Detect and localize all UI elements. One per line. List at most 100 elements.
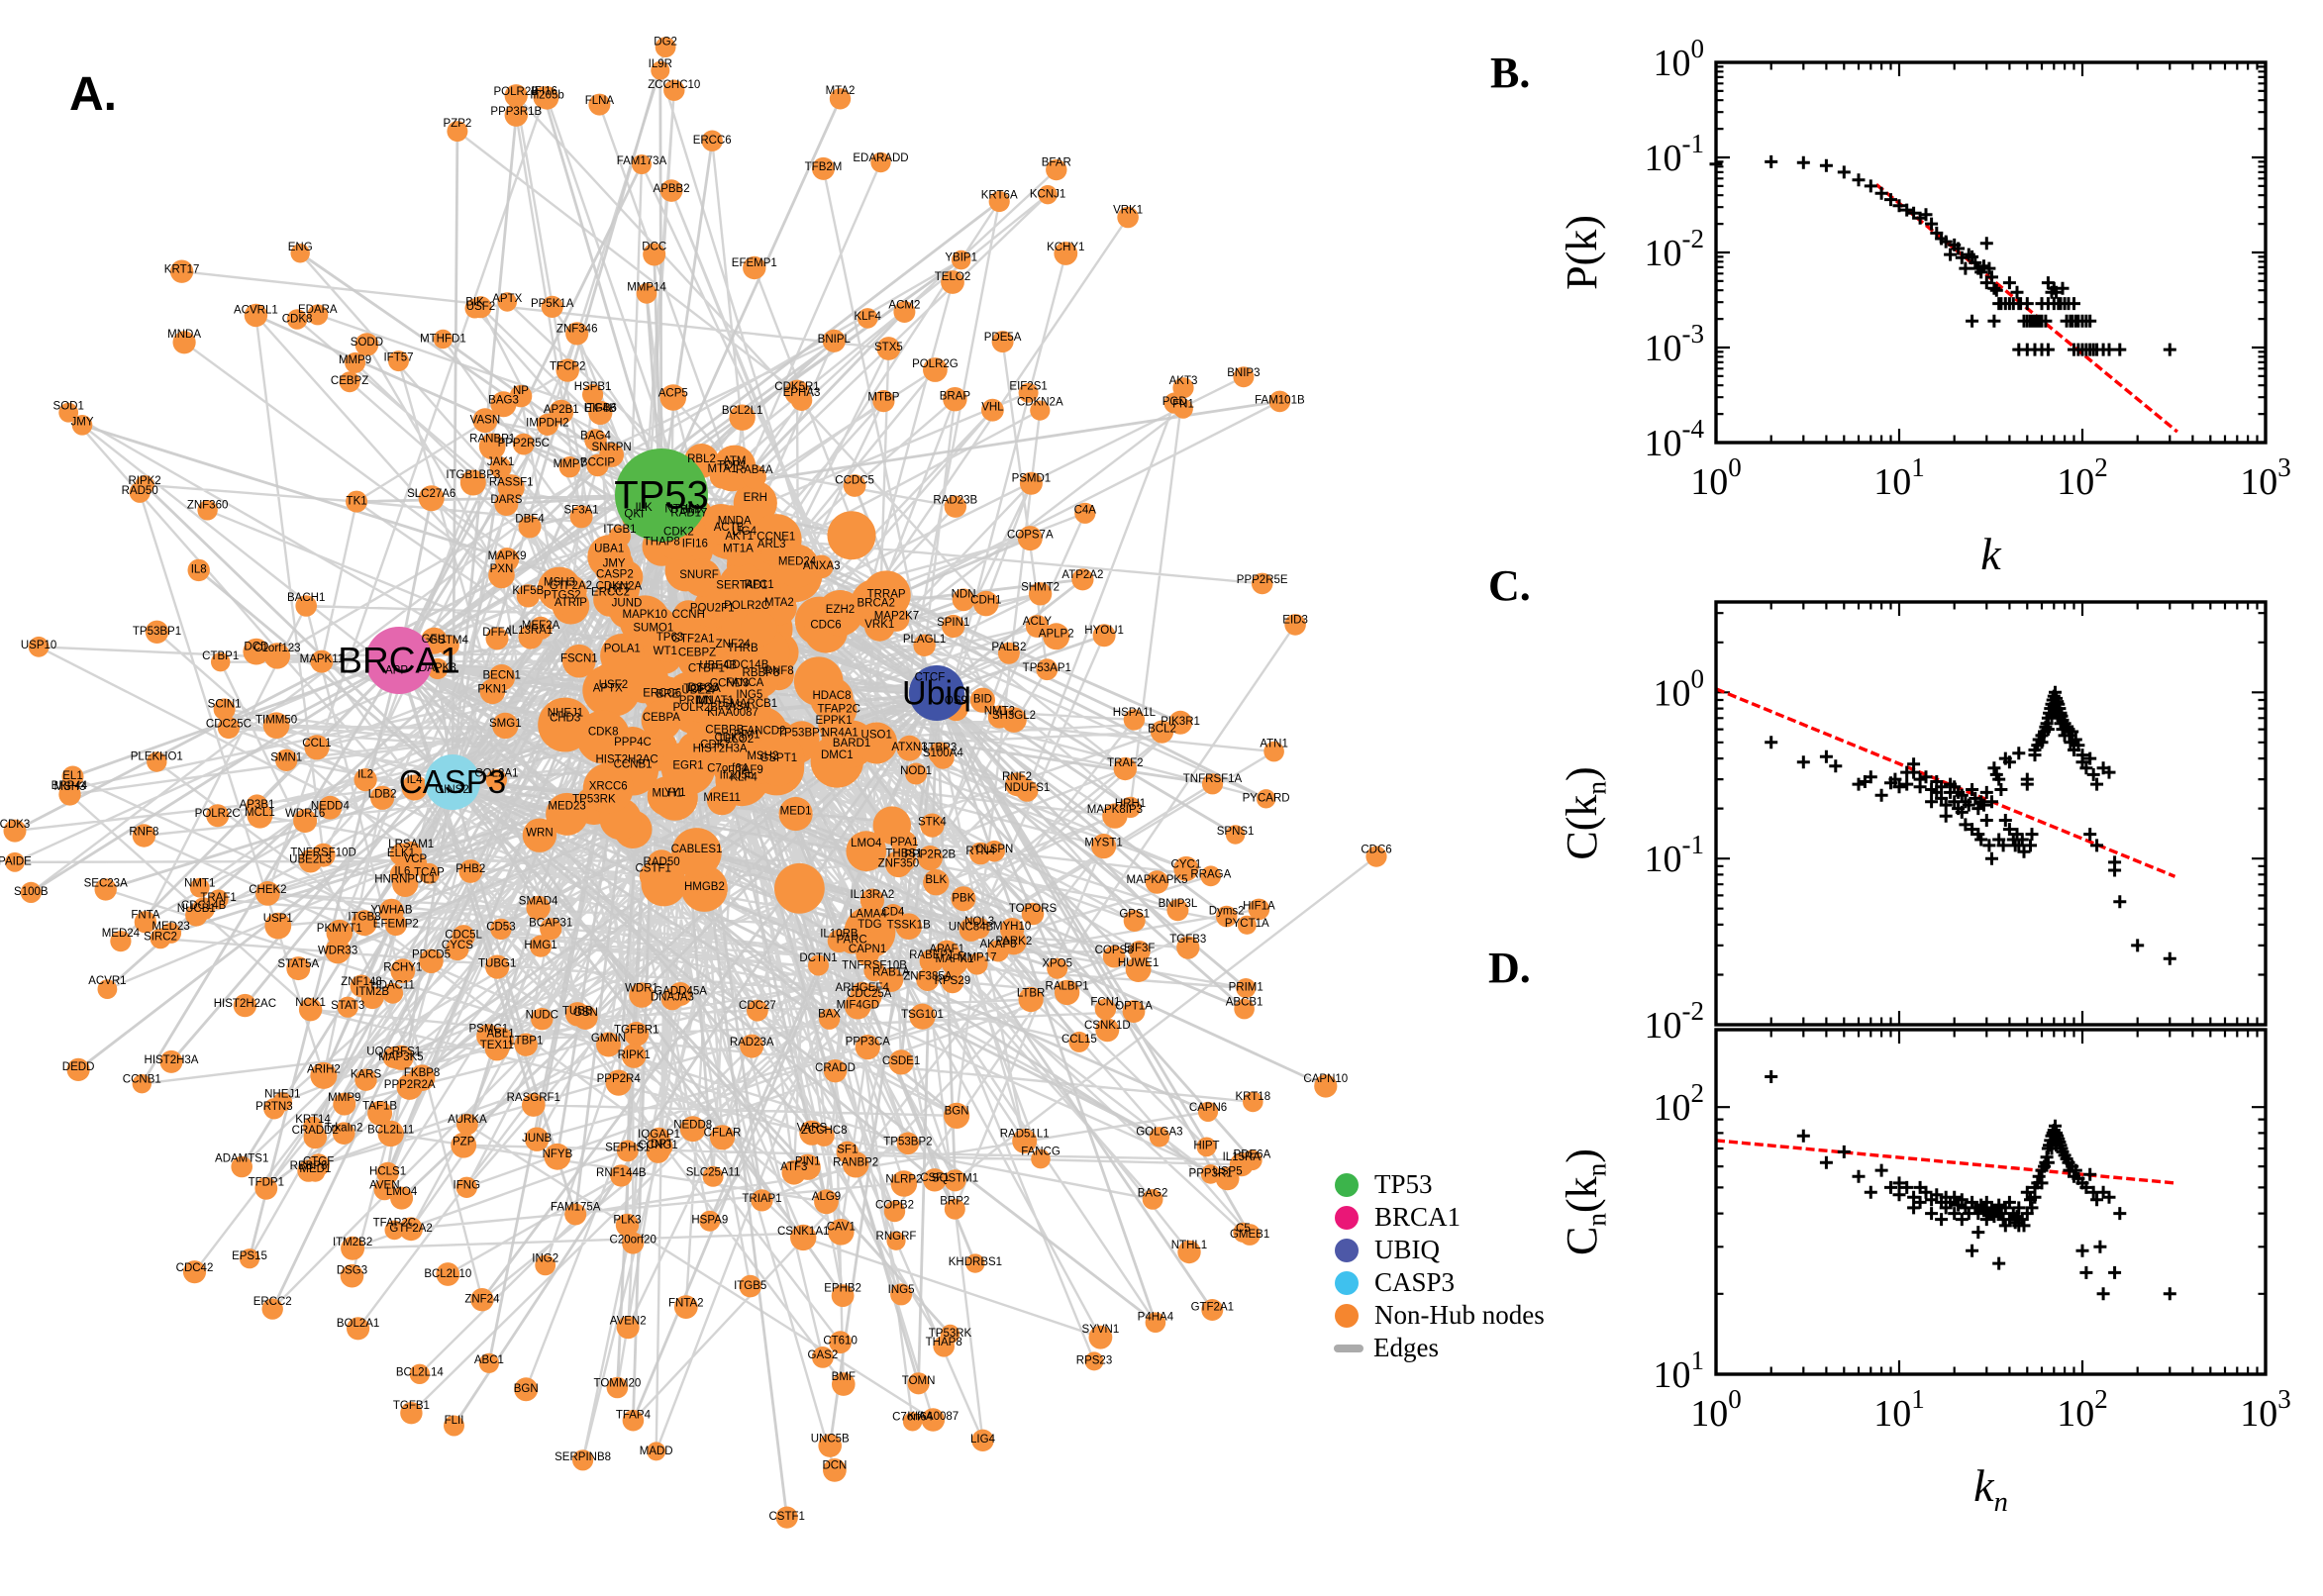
gene-label: LTBR	[1017, 987, 1046, 999]
network-node	[469, 296, 492, 319]
network-node	[701, 130, 723, 151]
gene-label: USP1	[263, 913, 293, 925]
network-node	[541, 295, 563, 318]
gene-label: PDE5A	[984, 332, 1022, 344]
gene-label: APTX	[593, 682, 623, 694]
network-node	[304, 735, 330, 760]
gene-label: TP63	[656, 632, 684, 644]
network-node	[608, 525, 631, 548]
network-node	[384, 1220, 405, 1241]
network-node	[1256, 789, 1276, 809]
gene-label: MYST1	[1084, 837, 1122, 848]
network-node	[538, 697, 592, 752]
gene-label: FCN1	[1090, 996, 1120, 1008]
gene-label: TAF9	[737, 764, 763, 776]
gene-label: EFEMP1	[732, 257, 777, 269]
gene-label: CHD3	[550, 713, 580, 725]
gene-label: LIG4	[970, 1434, 996, 1446]
network-node	[832, 1372, 856, 1396]
gene-label: CDC6	[810, 620, 841, 632]
gene-label: ACVR1	[88, 975, 126, 987]
y-axis-title: C(kn)	[1558, 766, 1612, 859]
network-node	[370, 785, 395, 810]
gene-label: BRE	[656, 689, 680, 701]
network-node	[905, 762, 928, 785]
network-node-labels: TP53RK KIAA0087 THAP8 CDC14B DSG3 NTHL1 CEBPZ V…	[0, 37, 1392, 1524]
gene-label: ITGB8	[348, 912, 380, 924]
gene-label: CDC6	[1361, 845, 1391, 856]
network-node	[1365, 846, 1387, 867]
network-node	[1019, 471, 1043, 495]
network-node	[641, 700, 682, 741]
network-nodes	[3, 37, 1387, 1529]
gene-label: CSNK1D	[1084, 1020, 1131, 1032]
gene-label: UQCRFS1	[366, 1047, 421, 1058]
network-node	[895, 913, 922, 940]
network-node	[497, 292, 517, 312]
network-node	[663, 79, 685, 101]
network-node	[189, 877, 210, 898]
gene-label: FLNA	[585, 95, 615, 107]
network-node	[540, 918, 562, 941]
network-node	[132, 1074, 152, 1094]
network-node	[983, 840, 1005, 862]
gene-label: MMP14	[627, 281, 666, 293]
network-node	[489, 456, 512, 479]
network-node	[733, 481, 777, 526]
gene-label: NFYB	[543, 1148, 573, 1160]
gene-label: TOP2A	[683, 683, 721, 695]
legend-item-label: Edges	[1373, 1333, 1439, 1362]
gene-label: HMGB2	[684, 881, 725, 893]
gene-label: IL10RB	[820, 928, 858, 940]
network-node	[3, 819, 27, 843]
network-node	[1200, 1164, 1221, 1184]
network-node	[616, 1316, 640, 1340]
gene-label: NOL3	[964, 916, 994, 928]
network-node	[808, 954, 829, 976]
network-node	[923, 1168, 947, 1192]
ubiq-dot-icon	[1335, 1238, 1359, 1262]
axis-ticks	[1714, 602, 2268, 1027]
network-node	[518, 515, 542, 539]
gene-label: PLK3	[613, 1215, 641, 1227]
network-node	[951, 249, 971, 270]
gene-label: BNIPL	[818, 334, 852, 346]
power-law-fit-line	[1715, 687, 2176, 878]
gene-label: ABL1	[487, 1028, 515, 1040]
gene-label: STAT5A	[277, 958, 319, 970]
gene-label: USF2	[466, 301, 495, 313]
network-node	[942, 614, 965, 639]
network-node	[822, 329, 846, 352]
network-node	[684, 693, 714, 722]
gene-label: DCN	[822, 1459, 847, 1471]
network-node	[941, 270, 964, 294]
gene-label: KLF4	[854, 311, 881, 323]
gene-label: EIF2S1	[1009, 380, 1047, 392]
gene-label: LMO4	[851, 838, 882, 849]
gene-label: POU2F1	[690, 603, 735, 615]
gene-label: NLRP2	[885, 1174, 922, 1186]
network-node	[944, 495, 966, 518]
network-node	[751, 1189, 773, 1212]
network-node	[920, 813, 945, 838]
tp53-dot-icon	[1335, 1172, 1359, 1197]
gene-label: FAM101B	[1255, 394, 1305, 406]
gene-label: CSDE1	[882, 1055, 920, 1067]
network-node	[447, 121, 468, 143]
gene-label: XRCC6	[589, 781, 628, 793]
network-node	[572, 1449, 594, 1471]
network-node	[588, 400, 613, 425]
network-node	[378, 898, 404, 924]
network-node	[951, 886, 976, 912]
gene-label: TNFRSF10D	[290, 848, 355, 859]
gene-label: BRCA2	[858, 598, 895, 610]
network-node	[1242, 1149, 1262, 1171]
gene-label: RPS23	[1076, 1355, 1112, 1367]
network-node	[725, 540, 752, 567]
network-node	[145, 620, 169, 644]
gene-label: MTA2	[764, 597, 794, 609]
gene-label: NUCB1	[177, 903, 216, 915]
network-node	[1239, 1224, 1261, 1246]
gene-label: HRH1	[1115, 798, 1146, 810]
